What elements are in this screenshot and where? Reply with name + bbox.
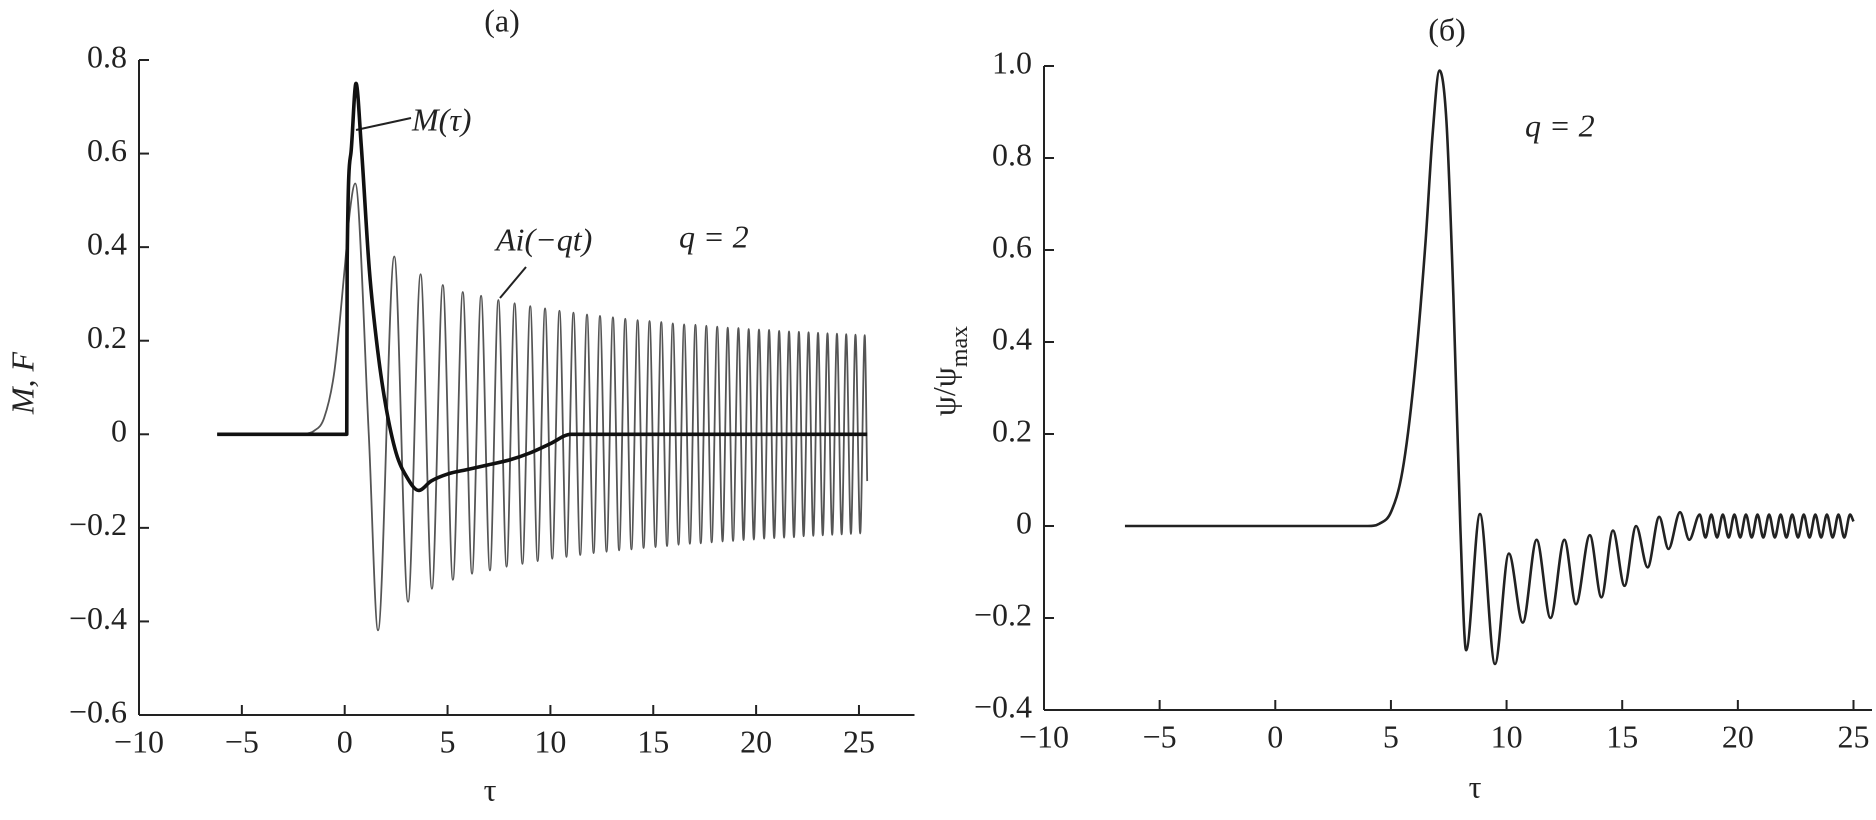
- y-tick-label: −0.6: [69, 693, 127, 729]
- x-tick-label: 0: [1267, 718, 1283, 754]
- y-tick-label: −0.4: [69, 600, 127, 636]
- x-tick-label: 25: [1837, 718, 1869, 754]
- y-tick-label: 0.2: [87, 319, 127, 355]
- leader-line: [499, 266, 527, 299]
- x-tick-label: −5: [1143, 718, 1177, 754]
- y-axis-label-main: ψ/ψ: [926, 367, 962, 416]
- x-tick-label: 25: [843, 723, 875, 759]
- y-axis-label-sub: max: [947, 326, 973, 367]
- y-tick-label: 0.8: [992, 136, 1032, 172]
- y-tick-label: 0.4: [87, 225, 127, 261]
- y-axis-label: M, F: [4, 351, 40, 415]
- data-line: [1124, 69, 1855, 666]
- x-tick-label: 10: [534, 723, 566, 759]
- x-tick-label: 0: [337, 723, 353, 759]
- x-axis-label: τ: [1469, 768, 1482, 804]
- x-tick-label: 15: [1606, 718, 1638, 754]
- x-tick-label: −10: [114, 723, 164, 759]
- x-tick-label: 5: [440, 723, 456, 759]
- x-tick-label: −10: [1019, 718, 1069, 754]
- x-tick-label: 15: [637, 723, 669, 759]
- y-tick-label: 0.8: [87, 38, 127, 74]
- x-tick-label: 20: [1722, 718, 1754, 754]
- x-tick-label: 5: [1383, 718, 1399, 754]
- y-tick-label: 0.2: [992, 412, 1032, 448]
- x-tick-label: −5: [225, 723, 259, 759]
- leader-line: [355, 117, 412, 131]
- y-tick-label: 0: [1016, 504, 1032, 540]
- y-tick-label: 1.0: [992, 44, 1032, 80]
- data-line: [217, 182, 869, 632]
- y-tick-label: −0.2: [974, 596, 1032, 632]
- y-tick-label: 0: [111, 413, 127, 449]
- panel-title: (б): [1428, 11, 1466, 47]
- y-tick-label: −0.4: [974, 688, 1032, 724]
- annotation: q = 2: [679, 218, 749, 254]
- series-annotation: Ai(−qt): [494, 221, 592, 257]
- x-tick-label: 20: [740, 723, 772, 759]
- panel-title: (a): [484, 2, 520, 38]
- x-tick-label: 10: [1491, 718, 1523, 754]
- series-annotation: M(τ): [411, 101, 471, 137]
- y-tick-label: 0.6: [87, 132, 127, 168]
- x-axis-label: τ: [484, 771, 497, 807]
- annotation: q = 2: [1525, 107, 1595, 143]
- y-tick-label: −0.2: [69, 506, 127, 542]
- y-axis-label: ψ/ψmax: [926, 326, 972, 416]
- data-line: [217, 81, 868, 493]
- y-tick-label: 0.6: [992, 228, 1032, 264]
- y-tick-label: 0.4: [992, 320, 1032, 356]
